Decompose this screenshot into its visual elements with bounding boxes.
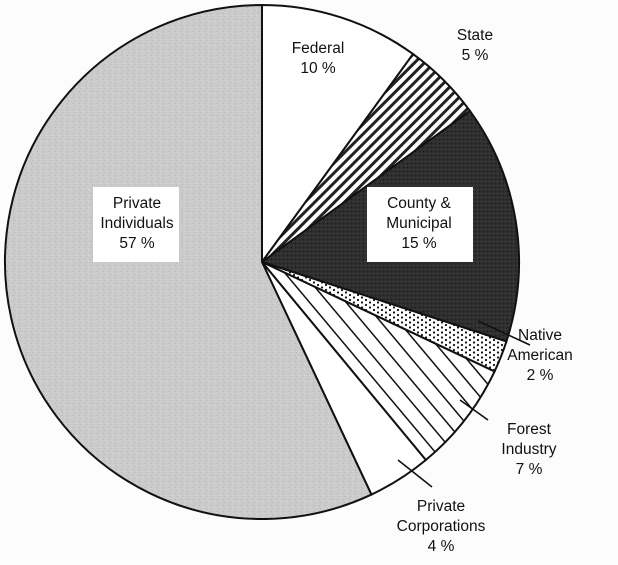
- slice-name-label: State: [457, 27, 493, 44]
- pie-slice-forest-industry: [261, 261, 496, 462]
- slice-percent-label: 7 %: [516, 461, 543, 478]
- slice-label: Private Individuals 57 %: [100, 195, 173, 252]
- leader-line: [397, 459, 433, 488]
- slice-name-label: Corporations: [397, 518, 486, 535]
- slice-percent-label: 4 %: [428, 538, 455, 555]
- slice-label-box: [367, 187, 473, 262]
- pie-slice-federal: [261, 3, 415, 266]
- slice-percent-label: 2 %: [527, 367, 554, 384]
- leader-line: [459, 399, 489, 421]
- slice-percent-label: 5 %: [462, 47, 489, 64]
- slice-name-label: Industry: [501, 441, 556, 458]
- slice-percent-label: 15 %: [401, 235, 437, 252]
- slice-name-label: Native: [518, 327, 562, 344]
- pie-slice-private-individuals: [4, 3, 373, 520]
- slice-label: Federal 10 %: [292, 40, 345, 77]
- slice-name-label: Forest: [507, 421, 552, 438]
- leader-line: [477, 320, 531, 346]
- slice-label: County & Municipal 15 %: [386, 195, 451, 252]
- slice-name-label: Federal: [292, 40, 345, 57]
- slice-label-box: [93, 187, 179, 262]
- slice-label: State 5 %: [457, 27, 493, 64]
- slice-percent-label: 57 %: [119, 235, 155, 252]
- slice-label: Forest Industry 7 %: [501, 421, 556, 478]
- slice-name-label: American: [507, 347, 572, 364]
- slice-name-label: Individuals: [100, 215, 173, 232]
- slice-label: Private Corporations 4 %: [397, 498, 486, 555]
- slice-name-label: County &: [387, 195, 451, 212]
- slice-name-label: Private: [113, 195, 161, 212]
- slice-name-label: Private: [417, 498, 465, 515]
- slice-percent-label: 10 %: [300, 60, 336, 77]
- slice-name-label: Municipal: [386, 215, 451, 232]
- slice-label: Native American 2 %: [507, 327, 572, 384]
